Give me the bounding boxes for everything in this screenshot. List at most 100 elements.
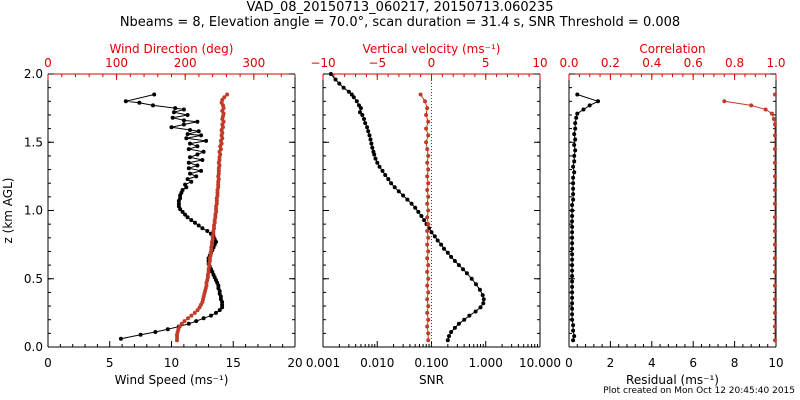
data-point-red: [426, 290, 431, 295]
data-point-black: [188, 128, 192, 132]
data-point-red: [175, 338, 179, 343]
data-point-black: [183, 212, 188, 217]
data-point-black: [416, 209, 421, 214]
x-axis-title: Residual (ms⁻¹): [626, 373, 719, 387]
data-point-black: [478, 305, 483, 310]
data-point-black: [571, 323, 576, 328]
y-tick-label: 1.0: [24, 204, 43, 218]
data-point-black: [354, 99, 359, 104]
data-point-red: [426, 153, 431, 158]
data-point-black: [570, 295, 575, 300]
data-point-red: [195, 308, 200, 313]
data-point-black: [392, 185, 397, 190]
data-point-black: [369, 141, 374, 146]
x-tick-label: 0.010: [360, 356, 394, 370]
data-point-black: [201, 149, 206, 154]
data-point-black: [587, 103, 592, 108]
data-point-black: [571, 197, 576, 202]
data-point-red: [214, 198, 219, 203]
data-point-black: [570, 208, 575, 213]
x2-tick-label: −10: [310, 56, 335, 70]
data-point-black: [401, 193, 406, 198]
x-tick-label: 0: [565, 356, 573, 370]
data-point-black: [214, 310, 218, 315]
data-point-black: [464, 271, 469, 276]
data-point-black: [571, 175, 576, 180]
data-point-red: [215, 188, 220, 192]
data-point-black: [383, 173, 388, 177]
data-point-red: [773, 242, 777, 247]
data-point-black: [456, 321, 461, 326]
data-point-black: [409, 201, 414, 206]
data-point-black: [570, 241, 575, 246]
data-point-black: [571, 181, 576, 186]
data-point-red: [425, 188, 430, 192]
data-point-red: [426, 167, 431, 172]
data-point-black: [570, 274, 575, 278]
data-point-red: [773, 324, 777, 329]
data-point-red: [189, 313, 194, 318]
data-point-red: [425, 201, 430, 206]
data-point-black: [194, 174, 199, 179]
data-point-black: [169, 125, 174, 130]
data-point-black: [138, 332, 143, 337]
data-point-red: [773, 201, 777, 206]
data-point-black: [439, 242, 444, 247]
data-point-black: [185, 113, 190, 117]
data-point-red: [773, 92, 777, 97]
data-point-black: [575, 111, 580, 116]
data-point-black: [189, 179, 194, 184]
data-point-black: [572, 153, 577, 158]
data-point-red: [773, 283, 777, 288]
data-point-black: [363, 121, 368, 126]
series-line-black-bottom: [571, 94, 600, 341]
data-point-red: [773, 122, 777, 127]
data-point-red: [426, 235, 431, 240]
data-point-black: [346, 89, 351, 94]
data-point-black: [358, 110, 362, 115]
data-point-black: [405, 197, 410, 202]
data-point-black: [571, 186, 576, 191]
data-point-black: [570, 317, 575, 322]
data-point-red: [426, 222, 431, 227]
data-point-black: [596, 99, 600, 104]
data-point-red: [425, 297, 430, 302]
data-point-red: [424, 126, 429, 131]
data-point-red: [426, 119, 431, 124]
data-point-red: [210, 234, 215, 239]
x-axis-title: SNR: [419, 373, 444, 387]
data-point-red: [773, 174, 777, 179]
x2-tick-label: 1.0: [766, 56, 785, 70]
data-point-black: [337, 81, 342, 86]
data-point-black: [570, 263, 575, 268]
data-point-black: [571, 328, 576, 333]
data-point-black: [184, 185, 189, 190]
data-point-black: [195, 163, 200, 168]
data-point-red: [426, 133, 431, 138]
data-point-black: [570, 219, 575, 224]
data-point-black: [165, 327, 170, 332]
data-point-red: [425, 269, 430, 274]
data-point-black: [419, 214, 424, 218]
data-point-red: [175, 335, 179, 340]
data-point-black: [573, 148, 578, 153]
data-point-red: [214, 207, 219, 212]
series-line-black-bottom: [330, 73, 485, 341]
data-point-black: [452, 325, 457, 330]
data-point-black: [186, 321, 191, 326]
x-tick-label: 4: [648, 356, 656, 370]
data-point-red: [426, 304, 431, 309]
data-point-black: [386, 177, 391, 182]
data-point-black: [365, 125, 370, 130]
data-point-red: [192, 310, 197, 315]
x2-tick-label: 10: [532, 56, 547, 70]
data-point-red: [216, 179, 221, 184]
x-tick-label: 20: [287, 356, 302, 370]
data-point-black: [170, 115, 175, 120]
x2-tick-label: 0: [428, 56, 436, 70]
data-point-black: [176, 198, 181, 203]
x-tick-label: 6: [689, 356, 697, 370]
x-tick-label: 15: [226, 356, 241, 370]
plot-created-footer: Plot created on Mon Oct 12 20:45:40 2015: [603, 386, 795, 396]
data-point-black: [172, 110, 176, 115]
